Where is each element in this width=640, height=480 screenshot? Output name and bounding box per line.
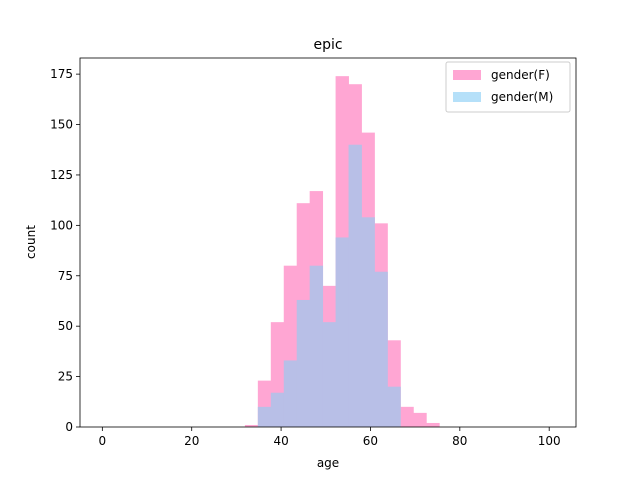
bar-female <box>426 422 440 427</box>
bar-female <box>400 406 414 427</box>
bar-male <box>361 217 375 427</box>
x-tick-label: 60 <box>363 434 378 448</box>
bar-male <box>309 265 324 427</box>
y-tick-label: 75 <box>58 269 73 283</box>
plot-frame <box>79 57 577 428</box>
bar-male <box>283 360 298 427</box>
bar-male <box>296 299 311 427</box>
legend: gender(F) gender(M) <box>445 61 571 113</box>
x-axis-label: age <box>317 456 339 470</box>
bar-female <box>244 424 259 427</box>
x-tick-label: 80 <box>452 434 467 448</box>
y-tick-label: 125 <box>50 168 73 182</box>
bar-male <box>335 237 349 427</box>
bar-male <box>387 386 401 427</box>
y-tick-label: 175 <box>50 67 73 81</box>
chart-title: epic <box>313 37 342 53</box>
y-axis-label: count <box>24 225 38 259</box>
legend-label-male: gender(M) <box>491 90 553 104</box>
legend-label-female: gender(F) <box>491 68 550 82</box>
bar-male <box>270 392 285 427</box>
x-tick-label: 20 <box>184 434 199 448</box>
x-tick-label: 100 <box>538 434 561 448</box>
y-tick-label: 0 <box>65 420 73 434</box>
legend-swatch-female <box>453 70 481 80</box>
bar-male <box>322 322 336 427</box>
bar-male <box>348 144 362 427</box>
y-tick-label: 150 <box>50 118 73 132</box>
axes: 0 20 40 60 80 100 0 25 50 75 100 125 150 175 <box>50 57 577 448</box>
x-tick-label: 40 <box>273 434 288 448</box>
bar-male <box>374 271 388 427</box>
legend-swatch-male <box>453 92 481 102</box>
y-tick-label: 50 <box>58 319 73 333</box>
bar-male <box>257 406 272 427</box>
series-male-bars <box>257 144 401 427</box>
bar-female <box>413 412 427 427</box>
y-tick-label: 25 <box>58 370 73 384</box>
y-tick-label: 100 <box>50 218 73 232</box>
x-tick-label: 0 <box>99 434 107 448</box>
